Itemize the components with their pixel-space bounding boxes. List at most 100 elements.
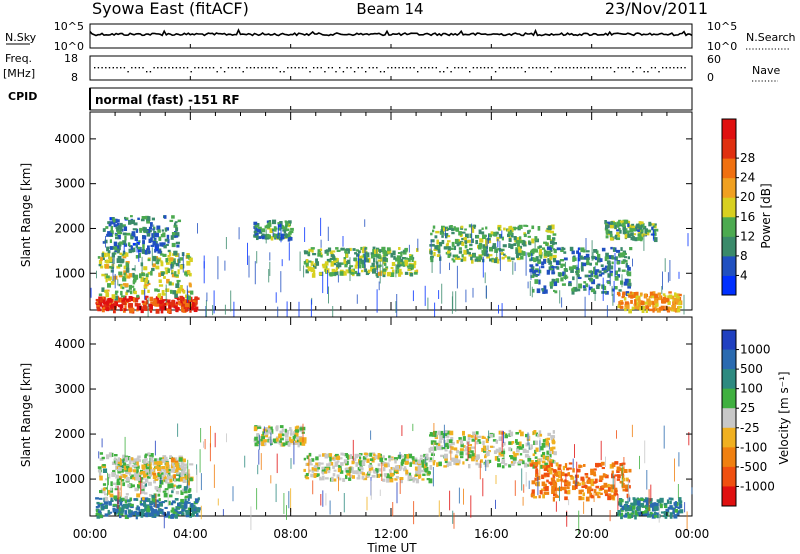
heatmap-cell (622, 231, 626, 235)
heatmap-streak (588, 284, 590, 296)
heatmap-cell (366, 252, 370, 258)
heatmap-cell (460, 258, 464, 262)
heatmap-cell (305, 476, 310, 480)
heatmap-cell (164, 470, 168, 475)
heatmap-streak (224, 260, 226, 271)
heatmap-cell (620, 247, 623, 251)
heatmap-cell (136, 505, 139, 508)
heatmap-cell (321, 466, 325, 470)
heatmap-cell (408, 264, 413, 268)
heatmap-cell (619, 480, 624, 484)
heatmap-cell (157, 289, 160, 293)
heatmap-cell (616, 229, 619, 232)
heatmap-streak (258, 434, 260, 450)
heatmap-cell (384, 263, 387, 266)
heatmap-cell (633, 498, 638, 504)
heatmap-cell (144, 249, 148, 255)
heatmap-cell (497, 458, 500, 462)
heatmap-cell (257, 426, 262, 429)
heatmap-streak (427, 297, 429, 310)
heatmap-cell (185, 514, 190, 518)
heatmap-cell (470, 450, 474, 454)
heatmap-cell (146, 508, 151, 513)
heatmap-cell (159, 303, 163, 307)
heatmap-cell (165, 463, 170, 468)
heatmap-streak (213, 290, 215, 314)
heatmap-cell (158, 498, 161, 502)
heatmap-cell (585, 250, 590, 253)
heatmap-cell (522, 448, 527, 454)
velocity-heatmap (95, 423, 693, 535)
heatmap-cell (562, 465, 566, 471)
heatmap-streak (230, 290, 232, 312)
heatmap-cell (369, 452, 373, 457)
heatmap-cell (117, 223, 120, 227)
heatmap-cell (584, 473, 589, 476)
heatmap-cell (125, 466, 129, 469)
heatmap-cell (632, 504, 636, 510)
heatmap-cell (593, 468, 597, 471)
heatmap-cell (349, 265, 354, 268)
heatmap-cell (138, 247, 142, 252)
heatmap-cell (159, 484, 162, 488)
heatmap-cell (161, 501, 166, 504)
heatmap-cell (370, 252, 375, 255)
colorbar-tick-label: -100 (740, 440, 767, 454)
heatmap-cell (501, 450, 506, 455)
heatmap-cell (581, 485, 585, 489)
heatmap-streak (613, 281, 615, 303)
heatmap-cell (99, 452, 104, 455)
heatmap-cell (446, 235, 451, 238)
heatmap-cell (546, 250, 552, 254)
heatmap-cell (538, 279, 541, 285)
heatmap-streak (678, 452, 680, 467)
heatmap-cell (377, 463, 381, 467)
heatmap-cell (424, 454, 428, 460)
heatmap-cell (531, 266, 535, 271)
heatmap-cell (400, 478, 403, 484)
heatmap-cell (385, 266, 389, 269)
heatmap-cell (649, 512, 654, 516)
heatmap-cell (444, 449, 448, 452)
heatmap-cell (543, 285, 547, 290)
heatmap-cell (533, 271, 536, 277)
heatmap-cell (176, 298, 180, 301)
heatmap-cell (414, 459, 418, 462)
heatmap-cell (176, 466, 180, 470)
colorbar-swatch (722, 216, 736, 237)
heatmap-cell (618, 224, 623, 227)
heatmap-cell (515, 432, 520, 435)
heatmap-cell (122, 462, 127, 468)
heatmap-cell (116, 265, 121, 269)
heatmap-cell (184, 503, 188, 507)
heatmap-cell (167, 268, 170, 274)
heatmap-streak (343, 493, 345, 513)
heatmap-cell (310, 473, 314, 478)
heatmap-cell (539, 248, 542, 253)
heatmap-cell (659, 306, 663, 311)
heatmap-cell (104, 504, 108, 509)
heatmap-cell (531, 460, 534, 464)
heatmap-cell (162, 253, 167, 257)
heatmap-cell (603, 474, 608, 477)
heatmap-streak (561, 297, 563, 308)
heatmap-cell (542, 451, 546, 456)
heatmap-cell (533, 430, 537, 435)
heatmap-cell (433, 446, 437, 451)
heatmap-cell (149, 456, 153, 459)
heatmap-streak (458, 487, 460, 504)
x-tick-label: 08:00 (273, 527, 308, 541)
heatmap-cell (159, 296, 162, 301)
heatmap-cell (125, 476, 130, 482)
y-tick-label: 3000 (54, 177, 85, 191)
heatmap-cell (510, 463, 515, 466)
heatmap-streak (658, 503, 660, 523)
heatmap-cell (543, 241, 548, 244)
heatmap-cell (97, 466, 102, 469)
heatmap-streak (616, 430, 617, 439)
heatmap-cell (337, 262, 342, 268)
heatmap-cell (356, 477, 361, 480)
heatmap-cell (143, 284, 148, 289)
heatmap-cell (614, 489, 618, 493)
heatmap-cell (593, 471, 596, 476)
